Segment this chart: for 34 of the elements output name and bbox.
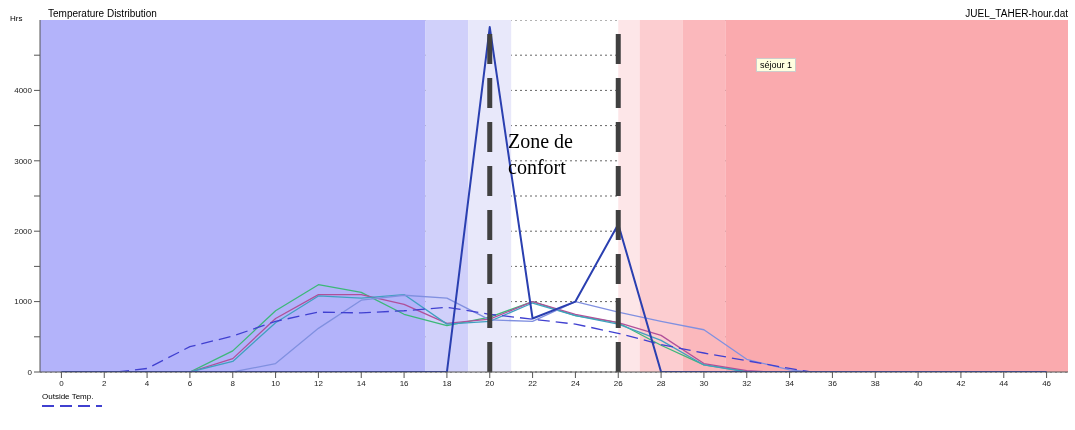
x-tick-label: 12 (313, 378, 324, 388)
x-tick-label: 40 (913, 378, 924, 388)
y-tick-label: 2000 (14, 227, 33, 237)
x-tick-label: 20 (485, 378, 495, 388)
text: Outside Temp. (42, 392, 95, 401)
y-tick-label: 3000 (14, 156, 33, 166)
x-tick-label: 6 (187, 378, 193, 388)
y-tick-label: 4000 (14, 86, 33, 96)
y-tick-label: 0 (27, 367, 33, 377)
x-tick-label: 42 (956, 378, 966, 388)
x-tick-label: 8 (230, 378, 236, 388)
x-tick-label: 44 (999, 378, 1009, 388)
x-tick-label: 24 (570, 378, 581, 388)
x-tick-label: 46 (1042, 378, 1052, 388)
text: JUEL_TAHER-hour.dat (965, 8, 1068, 19)
annotation: séjour 1 (756, 58, 797, 72)
x-tick-label: 14 (356, 378, 367, 388)
x-tick-label: 22 (528, 378, 538, 388)
x-tick-label: 38 (870, 378, 881, 388)
x-tick-label: 28 (656, 378, 667, 388)
x-tick-label: 2 (102, 378, 108, 388)
x-tick-label: 0 (59, 378, 65, 388)
y-tick-label: 1000 (14, 297, 33, 307)
x-tick-label: 30 (699, 378, 709, 388)
x-tick-label: 26 (613, 378, 624, 388)
chart-title: Temperature Distribution (48, 8, 157, 19)
x-tick-label: 10 (271, 378, 281, 388)
x-tick-label: 4 (144, 378, 150, 388)
y-axis-title: Hrs (10, 14, 23, 23)
x-tick-label: 18 (442, 378, 452, 388)
x-tick-label: 16 (399, 378, 410, 388)
x-tick-label: 32 (742, 378, 752, 388)
x-tick-label: 36 (827, 378, 838, 388)
x-tick-label: 34 (785, 378, 795, 388)
